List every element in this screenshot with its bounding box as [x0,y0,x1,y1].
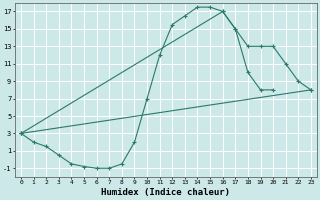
X-axis label: Humidex (Indice chaleur): Humidex (Indice chaleur) [101,188,230,197]
